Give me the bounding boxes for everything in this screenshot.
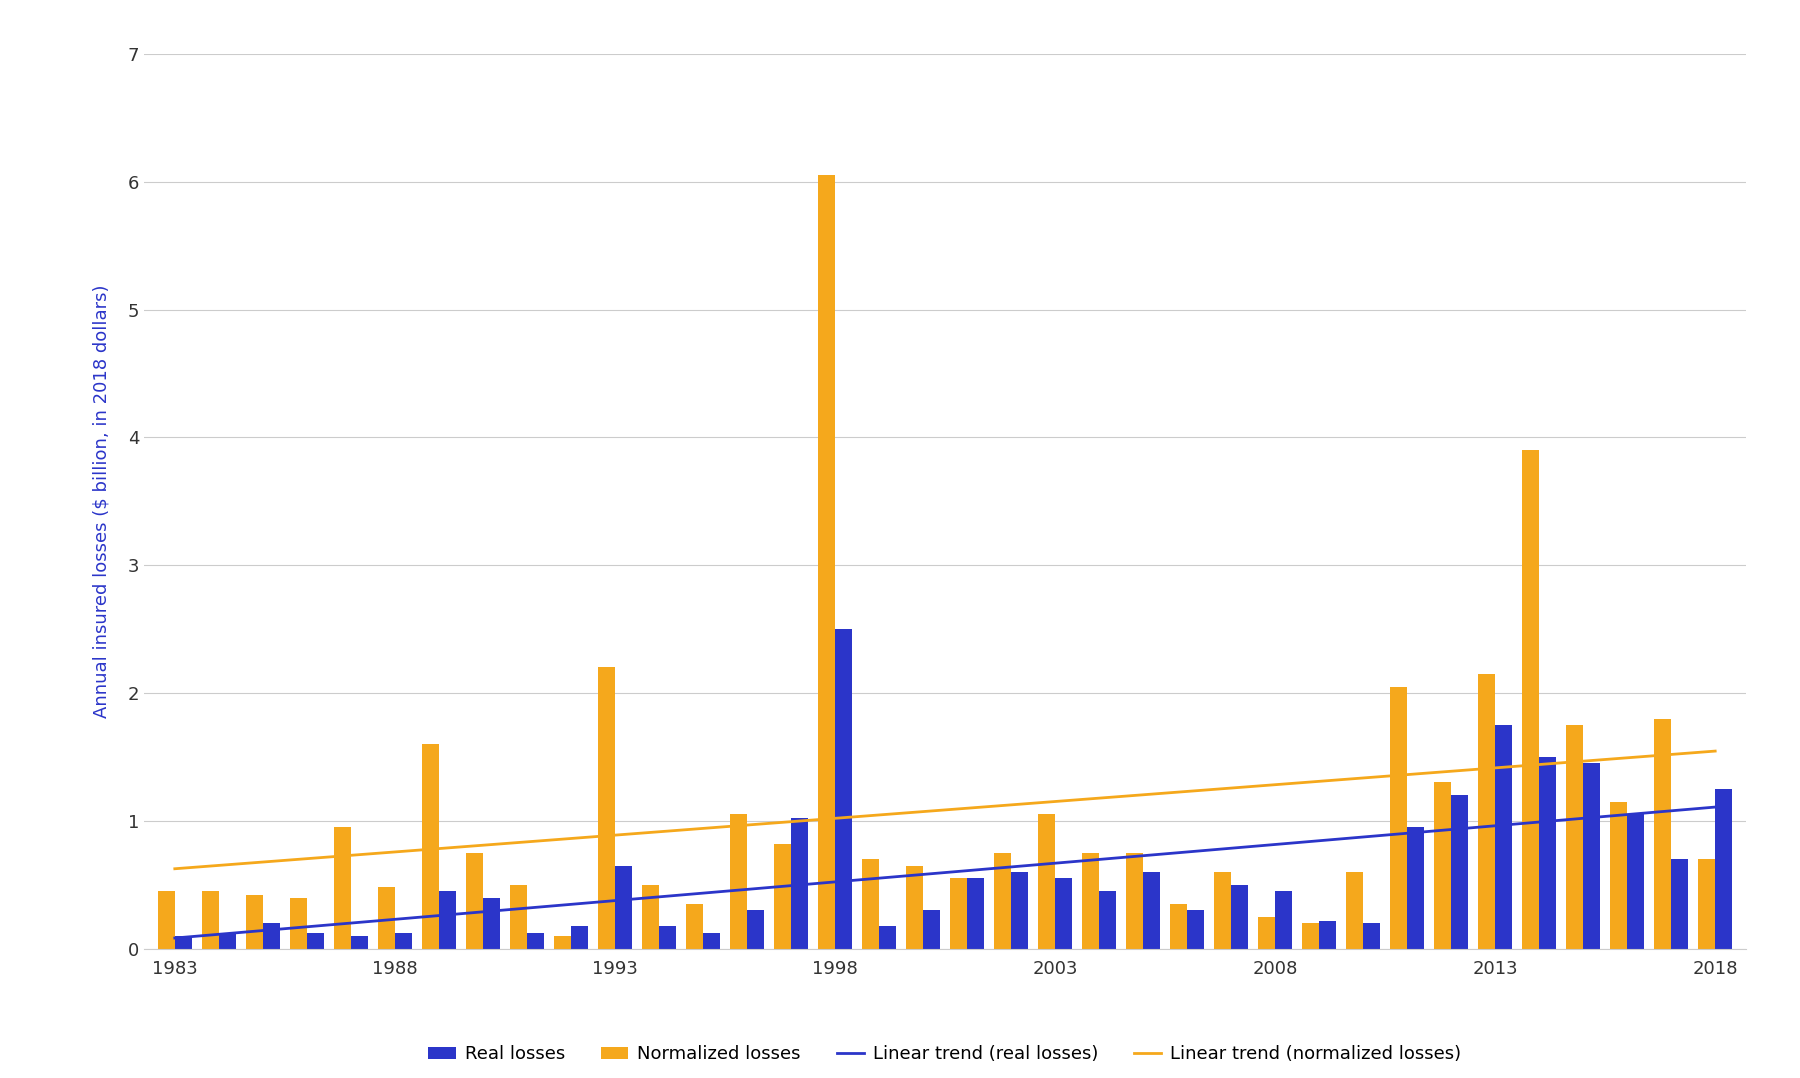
Bar [1215,872,1231,949]
Bar [1715,789,1732,949]
Bar [598,667,616,949]
Bar [509,885,527,949]
Bar [1584,763,1600,949]
Bar [994,853,1012,949]
Bar [1523,451,1539,949]
Bar [158,892,175,949]
Bar [482,898,500,949]
Bar [1363,923,1381,949]
Bar [905,866,923,949]
Bar [819,176,835,949]
Bar [439,892,455,949]
Bar [1390,687,1408,949]
Bar [774,844,790,949]
Bar [527,934,544,949]
Bar [835,630,851,949]
Bar [335,827,351,949]
Bar [1699,859,1715,949]
Bar [1127,853,1143,949]
Bar [1012,872,1028,949]
Bar [1346,872,1363,949]
Bar [1670,859,1688,949]
Bar [1566,725,1584,949]
Bar [1082,853,1100,949]
Bar [554,936,571,949]
Bar [862,859,878,949]
Bar [1408,827,1424,949]
Bar [1303,923,1319,949]
Bar [731,815,747,949]
Bar [175,936,191,949]
Bar [686,903,704,949]
Bar [616,866,632,949]
Bar [571,926,587,949]
Bar [747,910,763,949]
Bar [466,853,482,949]
Bar [1231,885,1247,949]
Bar [1435,783,1451,949]
Bar [1627,815,1643,949]
Bar [659,926,675,949]
Bar [1039,815,1055,949]
Bar [1611,802,1627,949]
Bar [220,934,236,949]
Bar [263,923,279,949]
Bar [202,892,220,949]
Bar [247,895,263,949]
Bar [351,936,367,949]
Bar [306,934,324,949]
Legend: Real losses, Normalized losses, Linear trend (real losses), Linear trend (normal: Real losses, Normalized losses, Linear t… [421,1038,1469,1070]
Bar [790,818,808,949]
Bar [1274,892,1292,949]
Bar [923,910,940,949]
Bar [290,898,306,949]
Bar [394,934,412,949]
Bar [1451,796,1467,949]
Bar [950,879,967,949]
Bar [1478,674,1496,949]
Bar [1539,757,1555,949]
Bar [1319,921,1336,949]
Bar [1170,903,1186,949]
Bar [878,926,896,949]
Bar [423,744,439,949]
Bar [1496,725,1512,949]
Bar [1100,892,1116,949]
Bar [1258,916,1274,949]
Bar [967,879,985,949]
Y-axis label: Annual insured losses ($ billion, in 2018 dollars): Annual insured losses ($ billion, in 201… [94,285,112,718]
Bar [1654,719,1670,949]
Bar [378,887,394,949]
Bar [1186,910,1204,949]
Bar [643,885,659,949]
Bar [1143,872,1159,949]
Bar [1055,879,1071,949]
Bar [704,934,720,949]
